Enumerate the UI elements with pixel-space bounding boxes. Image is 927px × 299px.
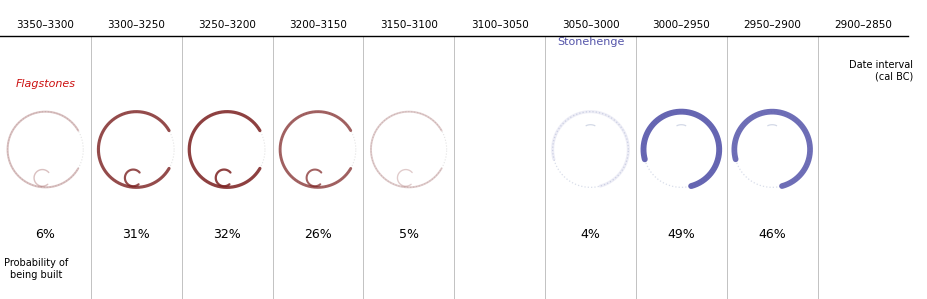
Text: 3250–3200: 3250–3200 <box>198 20 256 30</box>
Text: 3150–3100: 3150–3100 <box>380 20 438 30</box>
Text: 32%: 32% <box>213 228 241 241</box>
Text: 26%: 26% <box>304 228 332 241</box>
Text: Flagstones: Flagstones <box>16 79 75 89</box>
Text: Stonehenge: Stonehenge <box>557 37 624 47</box>
Text: 2900–2850: 2900–2850 <box>834 20 892 30</box>
Text: 3200–3150: 3200–3150 <box>289 20 347 30</box>
Text: 4%: 4% <box>580 228 601 241</box>
Text: 3000–2950: 3000–2950 <box>653 20 710 30</box>
Text: 3350–3300: 3350–3300 <box>17 20 74 30</box>
Text: 46%: 46% <box>758 228 786 241</box>
Text: Probability of
being built: Probability of being built <box>4 258 69 280</box>
Text: Date interval
(cal BC): Date interval (cal BC) <box>849 60 913 81</box>
Text: 3100–3050: 3100–3050 <box>471 20 528 30</box>
Text: 6%: 6% <box>35 228 56 241</box>
Text: 2950–2900: 2950–2900 <box>743 20 801 30</box>
Text: 3300–3250: 3300–3250 <box>108 20 165 30</box>
Text: 49%: 49% <box>667 228 695 241</box>
Text: 5%: 5% <box>399 228 419 241</box>
Text: 31%: 31% <box>122 228 150 241</box>
Text: 3050–3000: 3050–3000 <box>562 20 619 30</box>
